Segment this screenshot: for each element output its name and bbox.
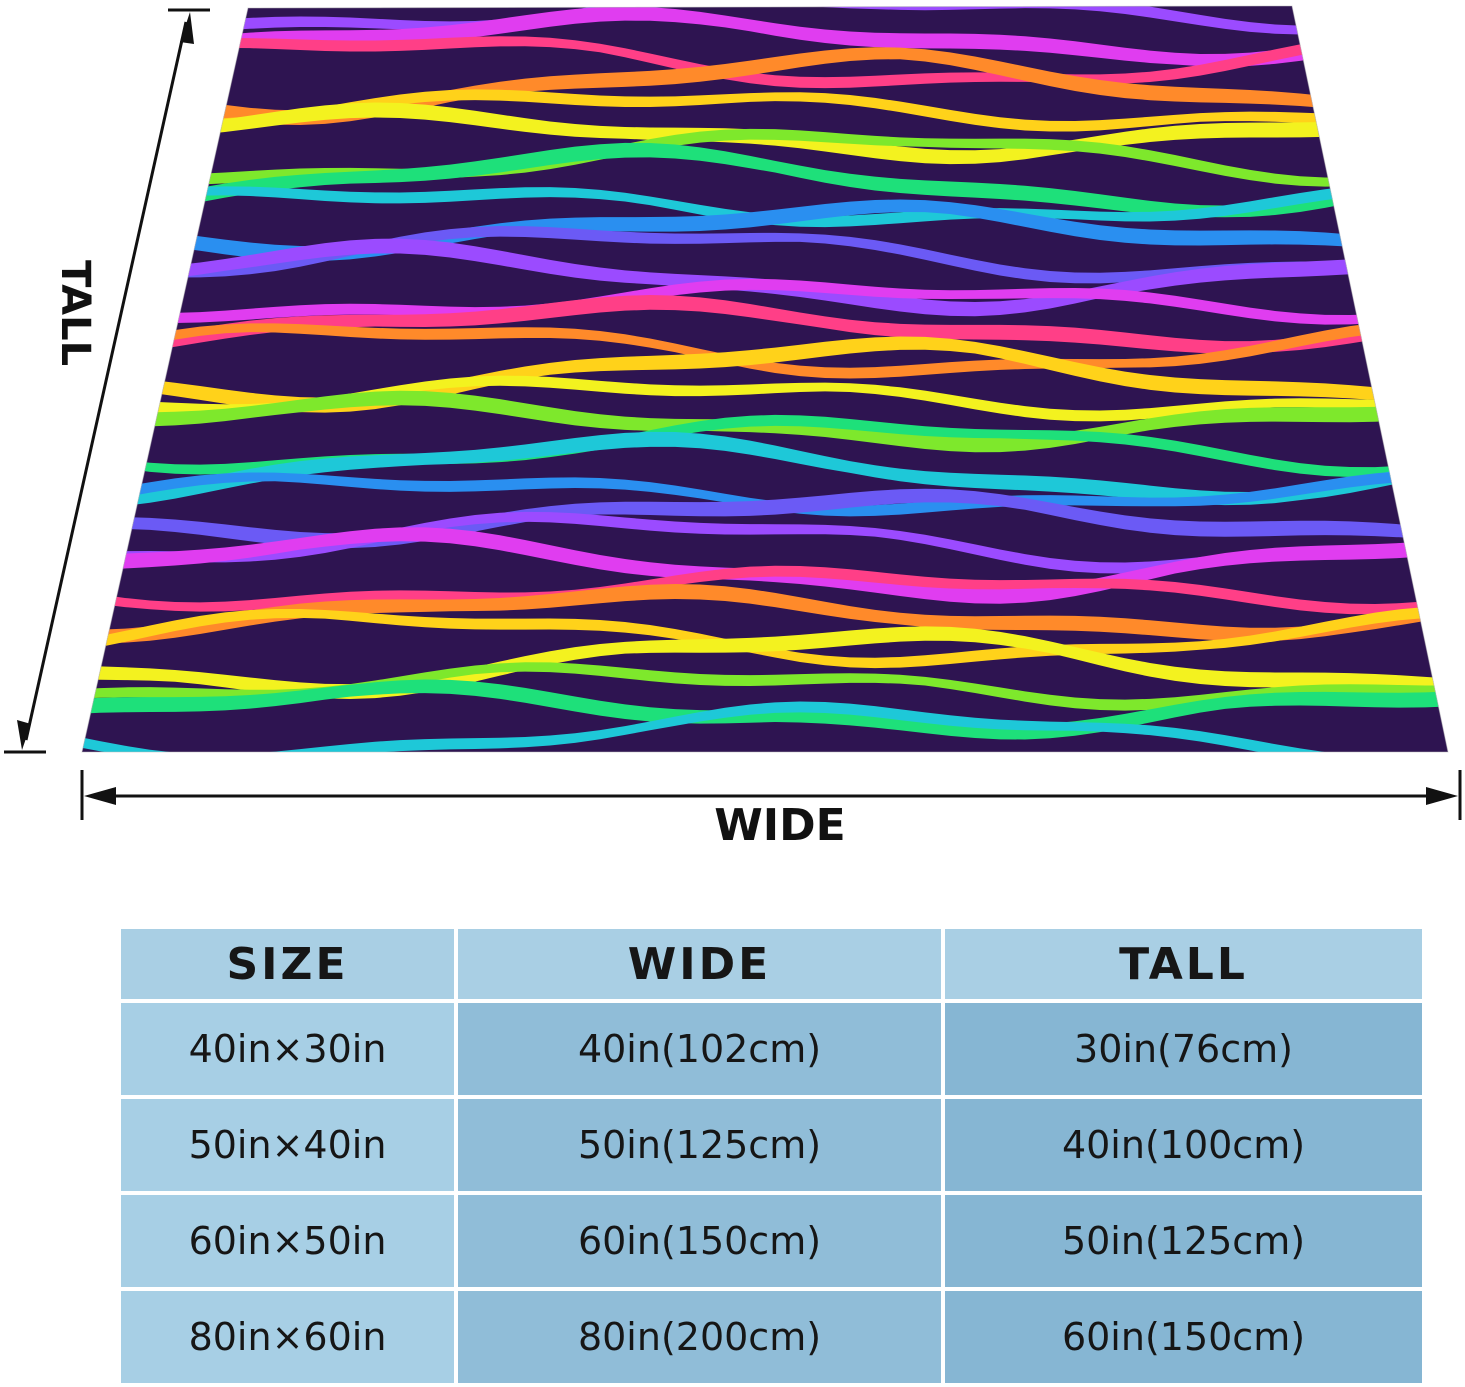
header-tall: TALL [945, 929, 1426, 1003]
size-cell: 50in×40in [121, 1099, 458, 1195]
wide-label: WIDE [714, 800, 846, 851]
stripe [82, 511, 1448, 574]
stripe [82, 6, 1448, 35]
table-row: 50in×40in 50in(125cm) 40in(100cm) [121, 1099, 1426, 1195]
blanket-pattern [82, 6, 1448, 752]
tall-label: TALL [52, 259, 98, 367]
stripe [82, 183, 1448, 228]
wide-cell: 50in(125cm) [458, 1099, 945, 1195]
stripe [82, 470, 1448, 517]
stripe [82, 278, 1448, 325]
stripe [82, 584, 1448, 644]
stripe [82, 319, 1448, 379]
size-cell: 40in×30in [121, 1003, 458, 1099]
table-row: 80in×60in 80in(200cm) 60in(150cm) [121, 1291, 1426, 1387]
wide-cell: 40in(102cm) [458, 1003, 945, 1099]
wide-cell: 80in(200cm) [458, 1291, 945, 1387]
stripe [82, 89, 1448, 132]
stripe [82, 33, 1448, 89]
stripe [82, 226, 1448, 284]
table-row: 40in×30in 40in(102cm) 30in(76cm) [121, 1003, 1426, 1099]
wide-dimension-arrow [80, 770, 1462, 820]
size-cell: 80in×60in [121, 1291, 458, 1387]
stripe [82, 295, 1448, 357]
size-cell: 60in×50in [121, 1195, 458, 1291]
size-table: SIZE WIDE TALL 40in×30in 40in(102cm) 30i… [121, 929, 1426, 1387]
blanket-illustration [4, 5, 1462, 820]
stripe [82, 662, 1448, 711]
stripe [82, 6, 1448, 70]
tall-cell: 60in(150cm) [945, 1291, 1426, 1387]
tall-cell: 50in(125cm) [945, 1195, 1426, 1291]
stripe [82, 142, 1448, 222]
stripe [82, 701, 1448, 752]
tall-dimension-arrow [4, 8, 210, 754]
header-wide: WIDE [458, 929, 945, 1003]
stripe [82, 626, 1448, 699]
tall-cell: 30in(76cm) [945, 1003, 1426, 1099]
stripe [82, 431, 1448, 508]
tall-cell: 40in(100cm) [945, 1099, 1426, 1195]
wide-cell: 60in(150cm) [458, 1195, 945, 1291]
size-table-header-row: SIZE WIDE TALL [121, 929, 1426, 1003]
table-row: 60in×50in 60in(150cm) 50in(125cm) [121, 1195, 1426, 1291]
header-size: SIZE [121, 929, 458, 1003]
